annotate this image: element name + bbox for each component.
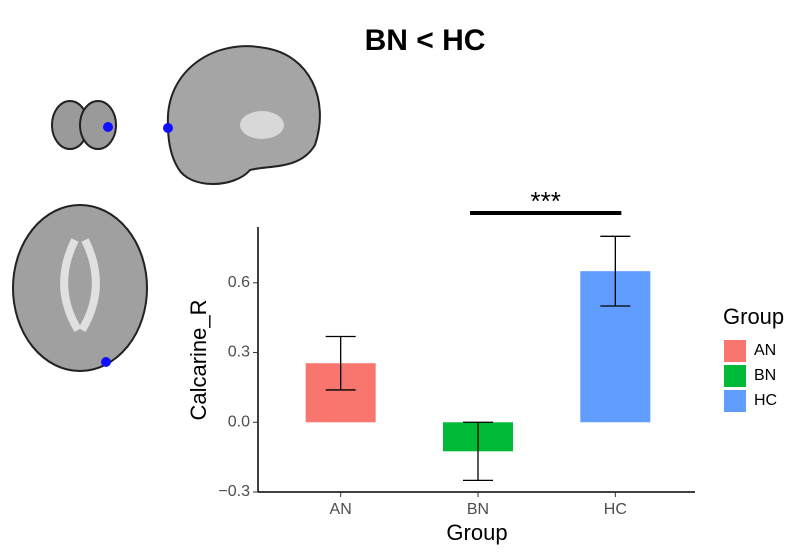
x-tick-label: HC — [604, 501, 627, 518]
brain-sagittal — [168, 46, 320, 184]
page: {"chart_data": {"type": "bar", "title": … — [0, 0, 800, 556]
chart: BN < HC Group Calcarine_R Group −0.3 0.0 0… — [0, 0, 800, 556]
y-tick-label: −0.3 — [218, 483, 250, 500]
brain-axial — [13, 205, 147, 371]
y-axis-label: Calcarine_R — [186, 299, 211, 420]
brain-images — [13, 46, 320, 371]
y-tick-label: 0.0 — [228, 413, 250, 430]
x-tick-label: AN — [330, 501, 352, 518]
legend-title: Group — [723, 304, 784, 329]
legend-swatch — [724, 340, 746, 362]
roi-marker — [163, 123, 173, 133]
x-axis-label: Group — [446, 520, 507, 545]
y-tick-label: 0.6 — [228, 274, 250, 291]
brain-ventricle — [240, 111, 284, 139]
roi-marker — [103, 122, 113, 132]
significance-label: *** — [530, 186, 560, 216]
y-tick-label: 0.3 — [228, 344, 250, 361]
legend-label: BN — [754, 367, 776, 384]
chart-title: BN < HC — [365, 24, 486, 57]
legend-label: HC — [754, 392, 777, 409]
legend-swatch — [724, 365, 746, 387]
roi-marker — [101, 357, 111, 367]
legend-label: AN — [754, 342, 776, 359]
x-tick-label: BN — [467, 501, 489, 518]
legend-swatch — [724, 390, 746, 412]
